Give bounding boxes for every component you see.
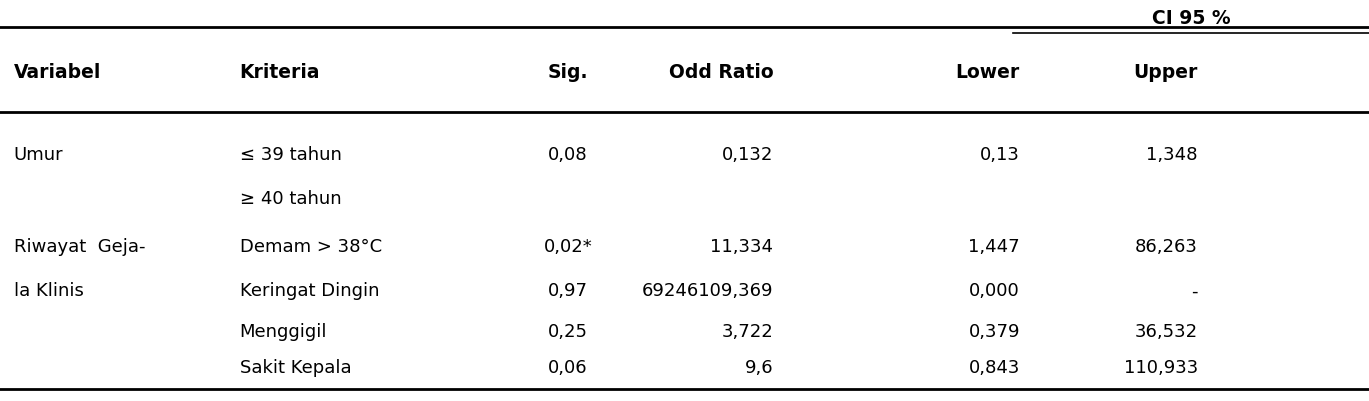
Text: Sakit Kepala: Sakit Kepala — [240, 358, 352, 376]
Text: 69246109,369: 69246109,369 — [642, 282, 773, 300]
Text: 0,000: 0,000 — [969, 282, 1020, 300]
Text: 0,25: 0,25 — [548, 322, 589, 340]
Text: Odd Ratio: Odd Ratio — [669, 63, 773, 82]
Text: 36,532: 36,532 — [1135, 322, 1198, 340]
Text: 0,06: 0,06 — [549, 358, 587, 376]
Text: -: - — [1191, 282, 1198, 300]
Text: Lower: Lower — [956, 63, 1020, 82]
Text: Umur: Umur — [14, 146, 63, 163]
Text: 0,02*: 0,02* — [543, 238, 593, 255]
Text: Upper: Upper — [1134, 63, 1198, 82]
Text: 9,6: 9,6 — [745, 358, 773, 376]
Text: 0,843: 0,843 — [968, 358, 1020, 376]
Text: 1,447: 1,447 — [968, 238, 1020, 255]
Text: Variabel: Variabel — [14, 63, 101, 82]
Text: ≥ 40 tahun: ≥ 40 tahun — [240, 190, 341, 207]
Text: 0,97: 0,97 — [548, 282, 589, 300]
Text: 0,13: 0,13 — [980, 146, 1020, 163]
Text: Keringat Dingin: Keringat Dingin — [240, 282, 379, 300]
Text: Sig.: Sig. — [548, 63, 589, 82]
Text: la Klinis: la Klinis — [14, 282, 84, 300]
Text: 0,379: 0,379 — [968, 322, 1020, 340]
Text: 86,263: 86,263 — [1135, 238, 1198, 255]
Text: 110,933: 110,933 — [1124, 358, 1198, 376]
Text: 11,334: 11,334 — [711, 238, 773, 255]
Text: 0,132: 0,132 — [721, 146, 773, 163]
Text: CI 95 %: CI 95 % — [1151, 8, 1231, 28]
Text: Demam > 38°C: Demam > 38°C — [240, 238, 382, 255]
Text: 3,722: 3,722 — [721, 322, 773, 340]
Text: 0,08: 0,08 — [549, 146, 587, 163]
Text: 1,348: 1,348 — [1146, 146, 1198, 163]
Text: Menggigil: Menggigil — [240, 322, 327, 340]
Text: Riwayat  Geja-: Riwayat Geja- — [14, 238, 145, 255]
Text: Kriteria: Kriteria — [240, 63, 320, 82]
Text: ≤ 39 tahun: ≤ 39 tahun — [240, 146, 341, 163]
